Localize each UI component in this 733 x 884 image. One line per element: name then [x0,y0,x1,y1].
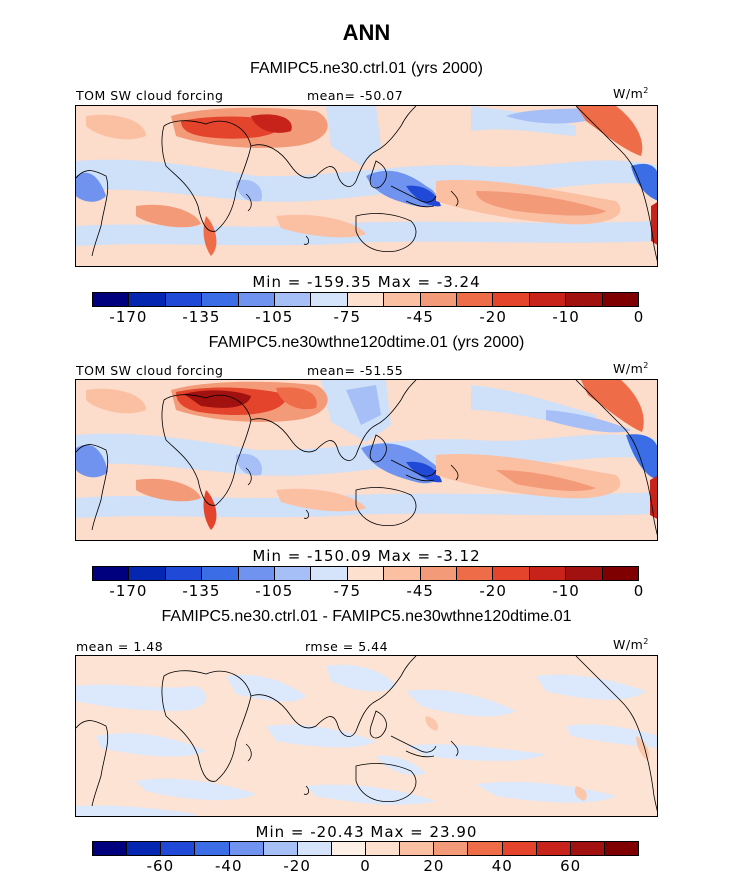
colorbar-tick-label: -135 [182,582,221,600]
colorbar-tick-label: 0 [360,857,371,875]
colorbar-swatch [93,293,130,306]
colorbar-swatch [311,567,348,580]
colorbar-swatch [202,293,239,306]
panel-2-mean-label: mean= -51.55 [307,363,404,378]
colorbar-swatch [502,842,537,855]
panel-3-colorbar-ticks: -60 -40 -20 0 20 40 60 [0,857,733,877]
colorbar-tick-label: 20 [423,857,445,875]
colorbar-swatch [457,293,494,306]
colorbar-swatch [195,842,230,855]
colorbar-tick-label: -75 [333,308,362,326]
colorbar-swatch [566,567,603,580]
panel-2-minmax: Min = -150.09 Max = -3.12 [252,547,481,565]
colorbar-tick-label: 0 [633,308,645,326]
colorbar-swatch [570,842,605,855]
colorbar-swatch [165,567,203,580]
colorbar-swatch [529,567,567,580]
panel-1-subtitle: FAMIPC5.ne30.ctrl.01 (yrs 2000) [250,60,483,77]
colorbar-swatch [602,567,639,580]
colorbar-tick-label: -40 [215,857,243,875]
panel-1-colorbar-ticks: -170 -135 -105 -75 -45 -20 -10 0 [0,308,733,328]
colorbar-swatch [420,567,458,580]
colorbar-tick-label: -10 [552,582,580,600]
colorbar-swatch [275,567,312,580]
colorbar-swatch [238,293,276,306]
colorbar-swatch [602,293,639,306]
colorbar-swatch [127,842,162,855]
colorbar-swatch [229,842,264,855]
panel-1-minmax: Min = -159.35 Max = -3.24 [252,273,481,291]
panel-3-mean-label: mean = 1.48 [76,639,164,654]
figure-title: ANN [342,20,391,45]
colorbar-tick-label: -10 [552,308,580,326]
colorbar-swatch [129,293,166,306]
colorbar-swatch [566,293,603,306]
panel-1-map-field [76,106,657,266]
panel-3-colorbar [92,841,639,856]
colorbar-swatch [93,842,128,855]
colorbar-tick-label: 40 [491,857,513,875]
panel-2-units: W/m2 [613,361,649,377]
colorbar-tick-label: -105 [255,582,294,600]
panel-3-map [75,655,658,817]
colorbar-swatch [536,842,571,855]
panel-3-units: W/m2 [613,637,649,653]
colorbar-swatch [161,842,196,855]
colorbar-swatch [347,567,385,580]
colorbar-swatch [275,293,312,306]
colorbar-swatch [311,293,348,306]
colorbar-tick-label: -45 [406,582,434,600]
colorbar-swatch [529,293,567,306]
colorbar-swatch [420,293,458,306]
panel-3-map-field [76,656,657,816]
colorbar-swatch [468,842,503,855]
colorbar-swatch [165,293,203,306]
panel-1-colorbar [92,292,639,307]
colorbar-tick-label: 60 [560,857,582,875]
colorbar-swatch [384,293,421,306]
panel-2-colorbar-ticks: -170 -135 -105 -75 -45 -20 -10 0 [0,582,733,602]
panel-2-subtitle: FAMIPC5.ne30wthne120dtime.01 (yrs 2000) [208,334,525,351]
colorbar-swatch [366,842,401,855]
colorbar-swatch [400,842,435,855]
panel-2-variable-label: TOM SW cloud forcing [76,363,224,378]
colorbar-tick-label: -20 [479,308,507,326]
colorbar-swatch [93,567,130,580]
panel-3-minmax: Min = -20.43 Max = 23.90 [255,823,478,841]
colorbar-swatch [238,567,276,580]
panel-1-variable-label: TOM SW cloud forcing [76,88,224,103]
panel-2-map-field [76,380,657,540]
colorbar-swatch [493,567,530,580]
colorbar-swatch [129,567,166,580]
panel-3-rmse-label: rmse = 5.44 [305,639,389,654]
colorbar-swatch [604,842,638,855]
colorbar-swatch [434,842,469,855]
panel-1-map [75,105,658,267]
colorbar-swatch [493,293,530,306]
colorbar-swatch [384,567,421,580]
panel-1-units: W/m2 [613,86,649,102]
colorbar-swatch [263,842,298,855]
colorbar-tick-label: -170 [109,582,148,600]
colorbar-tick-label: -20 [283,857,311,875]
colorbar-swatch [297,842,332,855]
panel-1-mean-label: mean= -50.07 [307,88,404,103]
colorbar-tick-label: -135 [182,308,221,326]
colorbar-swatch [331,842,366,855]
colorbar-swatch [202,567,239,580]
colorbar-tick-label: -20 [479,582,507,600]
colorbar-tick-label: -60 [146,857,175,875]
colorbar-tick-label: -45 [406,308,434,326]
colorbar-tick-label: -170 [109,308,148,326]
panel-2-map [75,379,658,541]
colorbar-tick-label: 0 [633,582,645,600]
panel-2-colorbar [92,566,639,581]
colorbar-tick-label: -105 [255,308,294,326]
panel-3-subtitle: FAMIPC5.ne30.ctrl.01 - FAMIPC5.ne30wthne… [161,608,572,625]
colorbar-swatch [347,293,385,306]
colorbar-swatch [457,567,494,580]
colorbar-tick-label: -75 [333,582,362,600]
